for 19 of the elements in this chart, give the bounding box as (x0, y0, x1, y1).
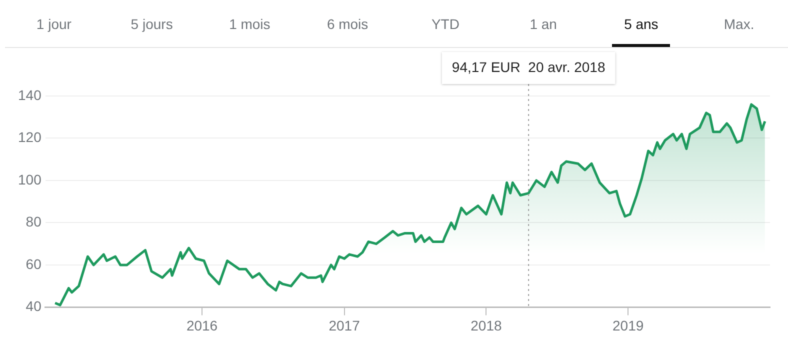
text: 1 mois (229, 16, 270, 32)
text: 6 mois (326, 16, 368, 32)
text: 5 jours (130, 16, 173, 32)
text: 94,17 EUR 20 avr. 2018 (452, 58, 606, 75)
y-tick-label: 80 (26, 214, 42, 230)
text: 1 an (530, 16, 557, 32)
x-tick-label: 2018 (470, 317, 502, 334)
x-tick-label: 2019 (612, 317, 644, 334)
y-tick-label: 60 (26, 256, 42, 272)
x-tick-label: 2016 (186, 317, 218, 334)
text: 5 ans (624, 16, 658, 32)
y-tick-label: 120 (18, 129, 42, 146)
text: YTD (431, 16, 460, 32)
x-tick-label: 2017 (328, 317, 360, 334)
text: Max. (724, 16, 754, 32)
y-tick-label: 40 (26, 298, 42, 314)
y-tick-label: 100 (18, 171, 42, 188)
y-tick-label: 140 (18, 86, 42, 103)
text: 1 jour (36, 16, 72, 32)
